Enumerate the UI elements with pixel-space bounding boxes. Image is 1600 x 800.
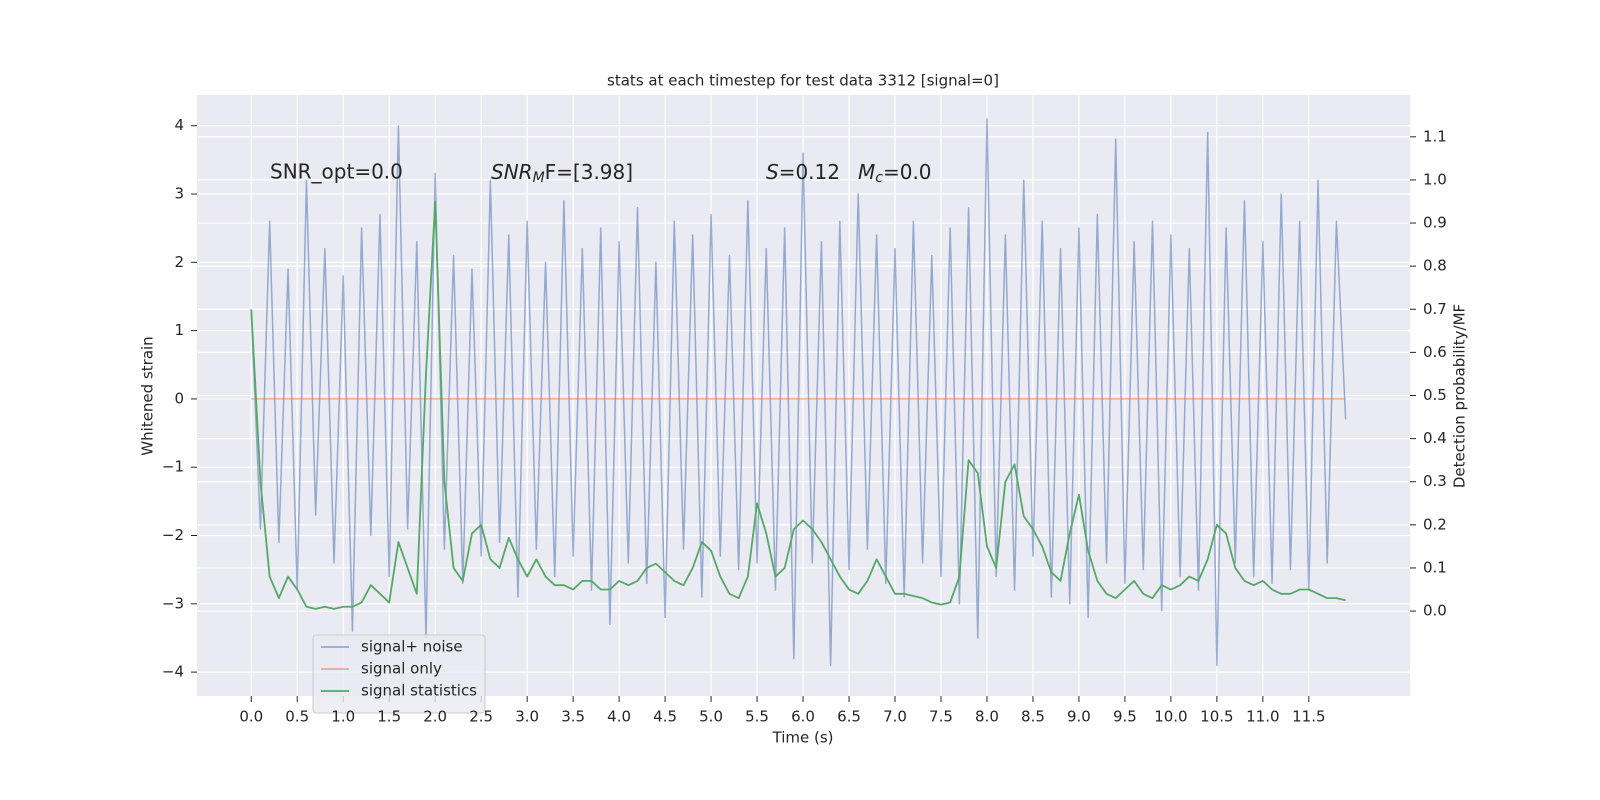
series-line bbox=[250, 200, 1346, 610]
x-tick-label: 4.0 bbox=[607, 708, 631, 726]
x-tick-label: 9.0 bbox=[1067, 708, 1091, 726]
y-tick-label: 1 bbox=[174, 321, 184, 339]
y-tick-label: 2 bbox=[174, 253, 184, 271]
legend-label: signal statistics bbox=[361, 682, 477, 700]
x-tick-label: 8.0 bbox=[975, 708, 999, 726]
y-tick-label: 0 bbox=[174, 389, 184, 407]
annotation-part: S bbox=[766, 160, 779, 184]
x-tick-label: 9.5 bbox=[1113, 708, 1137, 726]
y2-tick-label: 0.1 bbox=[1423, 558, 1447, 576]
x-tick-label: 3.0 bbox=[515, 708, 539, 726]
marks bbox=[250, 118, 1347, 667]
y2-tick-label: 0.9 bbox=[1423, 214, 1447, 232]
y-axis-label: Whitened strain bbox=[139, 336, 157, 455]
x-tick-label: 10.0 bbox=[1154, 708, 1187, 726]
y-tick-label: 4 bbox=[174, 116, 184, 134]
annotation: SNR_opt=0.0 bbox=[270, 160, 403, 184]
y2-tick-label: 0.0 bbox=[1423, 602, 1447, 620]
y2-tick-label: 1.1 bbox=[1423, 127, 1447, 145]
annotation: S=0.12 bbox=[766, 160, 840, 184]
annotation-part: =0.12 bbox=[779, 160, 840, 184]
x-tick-label: 11.0 bbox=[1246, 708, 1279, 726]
legend-label: signal only bbox=[361, 660, 442, 678]
y-tick-label: 3 bbox=[174, 185, 184, 203]
x-tick-label: 11.5 bbox=[1292, 708, 1325, 726]
x-tick-label: 0.5 bbox=[285, 708, 309, 726]
y2-tick-label: 0.4 bbox=[1423, 429, 1447, 447]
x-tick-label: 1.5 bbox=[377, 708, 401, 726]
x-tick-label: 5.5 bbox=[745, 708, 769, 726]
y-tick-label: −1 bbox=[162, 458, 184, 476]
y-tick-label: −2 bbox=[162, 526, 184, 544]
x-tick-label: 0.0 bbox=[239, 708, 263, 726]
annotation: SNRMF=[3.98] bbox=[491, 160, 633, 187]
y2-axis-label: Detection probability/MF bbox=[1451, 304, 1469, 488]
x-tick-label: 5.0 bbox=[699, 708, 723, 726]
annotation: Mc=0.0 bbox=[858, 160, 932, 187]
annotation-part: M bbox=[533, 170, 545, 186]
x-tick-label: 2.5 bbox=[469, 708, 493, 726]
annotation-part: c bbox=[875, 170, 883, 186]
y-tick-label: −4 bbox=[162, 663, 184, 681]
annotation-part: F=[3.98] bbox=[545, 160, 633, 184]
annotation-part: =0.0 bbox=[883, 160, 932, 184]
x-tick-label: 7.0 bbox=[883, 708, 907, 726]
y2-tick-label: 1.0 bbox=[1423, 170, 1447, 188]
chart-title: stats at each timestep for test data 331… bbox=[607, 72, 999, 90]
y2-tick-label: 0.5 bbox=[1423, 386, 1447, 404]
x-tick-label: 10.5 bbox=[1200, 708, 1233, 726]
x-tick-label: 1.0 bbox=[331, 708, 355, 726]
x-tick-label: 2.0 bbox=[423, 708, 447, 726]
series-line bbox=[250, 118, 1347, 667]
y2-tick-label: 0.6 bbox=[1423, 343, 1447, 361]
x-tick-label: 6.0 bbox=[791, 708, 815, 726]
y2-tick-label: 0.7 bbox=[1423, 300, 1447, 318]
x-axis-label: Time (s) bbox=[772, 729, 834, 747]
legend-label: signal+ noise bbox=[361, 638, 463, 656]
legend-box bbox=[312, 634, 486, 714]
annotation-part: SNR bbox=[491, 160, 533, 184]
x-tick-label: 3.5 bbox=[561, 708, 585, 726]
x-tick-label: 7.5 bbox=[929, 708, 953, 726]
y2-tick-label: 0.2 bbox=[1423, 515, 1447, 533]
x-tick-label: 4.5 bbox=[653, 708, 677, 726]
y-tick-label: −3 bbox=[162, 594, 184, 612]
x-tick-label: 6.5 bbox=[837, 708, 861, 726]
y2-tick-label: 0.8 bbox=[1423, 257, 1447, 275]
legend: signal+ noise signal only signal statistic… bbox=[312, 634, 486, 714]
y2-tick-label: 0.3 bbox=[1423, 472, 1447, 490]
x-tick-label: 8.5 bbox=[1021, 708, 1045, 726]
annotation-part: M bbox=[858, 160, 875, 184]
